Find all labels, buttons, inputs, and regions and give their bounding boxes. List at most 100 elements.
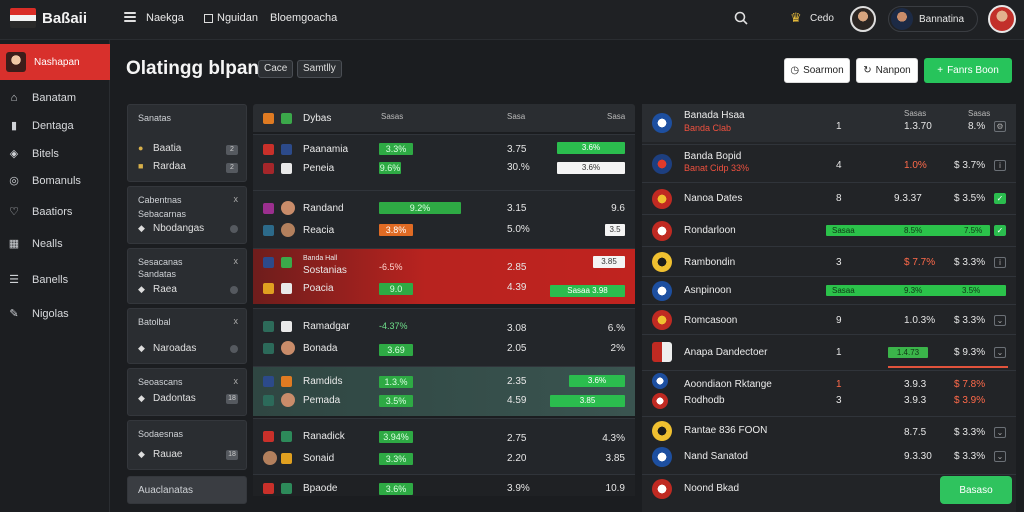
action-button-1[interactable]: ◷ Soarmon: [784, 58, 850, 83]
category-row[interactable]: ◆ Raea: [138, 284, 177, 295]
category-row[interactable]: ● Baatia: [138, 143, 181, 154]
sidebar-item-1[interactable]: ⌂ Banatam: [8, 92, 76, 104]
search-icon[interactable]: [734, 11, 748, 25]
match-row[interactable]: Ranadick Sonaid 3.94% 3.3% 2.75 2.20 4.3…: [253, 418, 635, 474]
match-row[interactable]: Ramadgar Bonada -4.37% 3.69 3.08 2.05 6.…: [253, 308, 635, 366]
odds-row[interactable]: Asnpinoon Sasaa 9.3% 3.5%: [642, 276, 1016, 304]
club-crest-icon: [652, 393, 668, 409]
odds-value: 8.7.5: [904, 427, 927, 438]
close-icon[interactable]: x: [233, 376, 239, 386]
close-icon[interactable]: x: [233, 316, 239, 326]
filter-chip-2[interactable]: Samtlly: [297, 60, 342, 78]
expand-icon[interactable]: ⌄: [994, 427, 1006, 438]
expand-icon[interactable]: ⌄: [994, 347, 1006, 358]
sidebar-item-label: Nigolas: [32, 308, 69, 320]
odds-value: 10.9: [605, 483, 625, 494]
category-row[interactable]: ◆ Rauae: [138, 449, 182, 460]
match-row[interactable]: Paanamia Peneia 3.3% 9.6% 3.75 30.% 3.6%…: [253, 134, 635, 190]
crest-icon: [263, 343, 274, 354]
bet-button[interactable]: Sasaa 3.98: [550, 285, 625, 297]
odds-row[interactable]: Banda Bopid Banat Cidp 33% 4 1.0% $ 3.7%…: [642, 144, 1016, 182]
home-icon: ⌂: [10, 92, 18, 104]
crest-icon: [263, 431, 274, 442]
odds-row[interactable]: Aoondiaon Rktange Rodhodb 1 3 3.9.3 3.9.…: [642, 370, 1016, 414]
bet-button[interactable]: 3.6%: [557, 142, 625, 154]
column-value: 1: [836, 121, 842, 132]
sidebar-item-8[interactable]: ✎ Nigolas: [8, 308, 69, 320]
info-icon[interactable]: i: [994, 257, 1006, 268]
select-checkbox[interactable]: ✓: [994, 193, 1006, 204]
close-icon[interactable]: x: [233, 194, 239, 204]
hamburger-menu-icon[interactable]: [124, 12, 136, 22]
club-crest-icon: [652, 113, 672, 133]
odds-row[interactable]: Rambondin 3 $ 7.7% $ 3.3% i: [642, 246, 1016, 276]
nav-link-2[interactable]: Nguidan: [204, 12, 258, 24]
category-row[interactable]: ■ Rardaa: [138, 161, 186, 172]
profile-avatar[interactable]: [988, 5, 1016, 33]
column-value: 9: [836, 315, 842, 326]
club-name: Romcasoon: [684, 315, 738, 326]
category-row-label: Rardaa: [153, 161, 186, 172]
bet-button[interactable]: 3.85: [593, 256, 625, 268]
crest-icon: [281, 113, 292, 124]
category-row[interactable]: ◆ Naroadas: [138, 343, 196, 354]
sidebar-item-2[interactable]: ▮ Dentaga: [8, 120, 74, 132]
avatar[interactable]: [850, 6, 876, 32]
user-avatar: [6, 52, 26, 72]
top-bar: Baßaii Naekga Nguidan Bloemgoacha ♛ Cedo…: [0, 0, 1024, 40]
category-card[interactable]: Auaclanatas: [127, 476, 247, 504]
filter-chip-1[interactable]: Cace: [258, 60, 294, 78]
match-row[interactable]: Bpaode 3.6% 3.9% 10.9: [253, 474, 635, 496]
category-title: Sesacanas: [138, 257, 183, 267]
info-icon[interactable]: i: [994, 160, 1006, 171]
column-value: 3: [836, 395, 842, 406]
settings-icon[interactable]: ⚙: [994, 121, 1006, 132]
bet-button[interactable]: 3.85: [550, 395, 625, 407]
sidebar-item-3[interactable]: ◈ Bitels: [8, 148, 59, 160]
category-row[interactable]: ◆ Dadontas: [138, 393, 196, 404]
shield-icon: ♡: [9, 206, 19, 218]
column-value: 4: [836, 160, 842, 171]
primary-action-button[interactable]: + Fanrs Boon: [924, 58, 1012, 83]
odds-row[interactable]: Rantae 836 FOON Nand Sanatod 8.7.5 9.3.3…: [642, 416, 1016, 472]
club-name: Asnpinoon: [684, 285, 732, 296]
category-row-label: Raea: [153, 284, 177, 295]
odds-row[interactable]: Anapa Dandectoer 1 1.4.73 $ 9.3% ⌄: [642, 334, 1016, 368]
club-subtitle: Banat Cidp 33%: [684, 163, 750, 173]
select-checkbox[interactable]: ✓: [994, 225, 1006, 236]
user-menu[interactable]: Bannatina: [888, 6, 978, 32]
odds-row[interactable]: Rondarloon Sasaa 8.5% 7.5% ✓: [642, 214, 1016, 246]
column-value: 1: [836, 379, 842, 390]
close-icon[interactable]: x: [233, 256, 239, 266]
odds-value: $ 3.3%: [954, 315, 986, 326]
category-row[interactable]: ◆ Nbodangas: [138, 223, 204, 234]
team-name: Bonada: [303, 343, 338, 354]
odds-row[interactable]: Noond Bkad: [642, 474, 1016, 512]
brand[interactable]: Baßaii: [10, 8, 87, 28]
odds-row[interactable]: Romcasoon 9 1.0.3% $ 3.3% ⌄: [642, 304, 1016, 334]
sidebar-item-6[interactable]: ▦ Nealls: [8, 238, 63, 250]
match-row-highlighted[interactable]: Banda Hall Sostanias Poacia -6.5% 9.0 2.…: [253, 248, 635, 304]
odds-value: 9.3%: [904, 286, 923, 295]
match-row[interactable]: Randand Reacia 9.2% 3.8% 3.15 5.0% 9.6 3…: [253, 190, 635, 248]
odds-value: $ 3.3%: [954, 427, 986, 438]
match-row-selected[interactable]: Ramdids Pemada 1.3.% 3.5% 2.35 4.59 3.6%…: [253, 366, 635, 416]
code-label[interactable]: Cedo: [810, 13, 834, 24]
sidebar-item-7[interactable]: ☰ Banells: [8, 274, 68, 286]
sidebar-item-4[interactable]: ◎ Bomanuls: [8, 175, 81, 187]
bet-button[interactable]: 3.6%: [569, 375, 625, 387]
nav-link-3[interactable]: Bloemgoacha: [270, 12, 337, 24]
odds-row[interactable]: Nanoa Dates 8 9.3.37 $ 3.5% ✓: [642, 182, 1016, 214]
action-button-2[interactable]: ↻ Nanpon: [856, 58, 918, 83]
page-title: Olatingg blpan: [126, 58, 259, 79]
bet-button[interactable]: 3.5: [605, 224, 625, 236]
floating-action-button[interactable]: Basaso: [940, 476, 1012, 504]
bet-button[interactable]: 3.6%: [557, 162, 625, 174]
expand-icon[interactable]: ⌄: [994, 451, 1006, 462]
sidebar-item-5[interactable]: ♡ Baatiors: [8, 206, 72, 218]
expand-icon[interactable]: ⌄: [994, 315, 1006, 326]
odds-value: 3.75: [507, 144, 527, 155]
nav-link-1[interactable]: Naekga: [146, 12, 184, 24]
sidebar-item-active[interactable]: Nashapan: [0, 44, 110, 80]
odds-value: 8.%: [968, 121, 986, 132]
